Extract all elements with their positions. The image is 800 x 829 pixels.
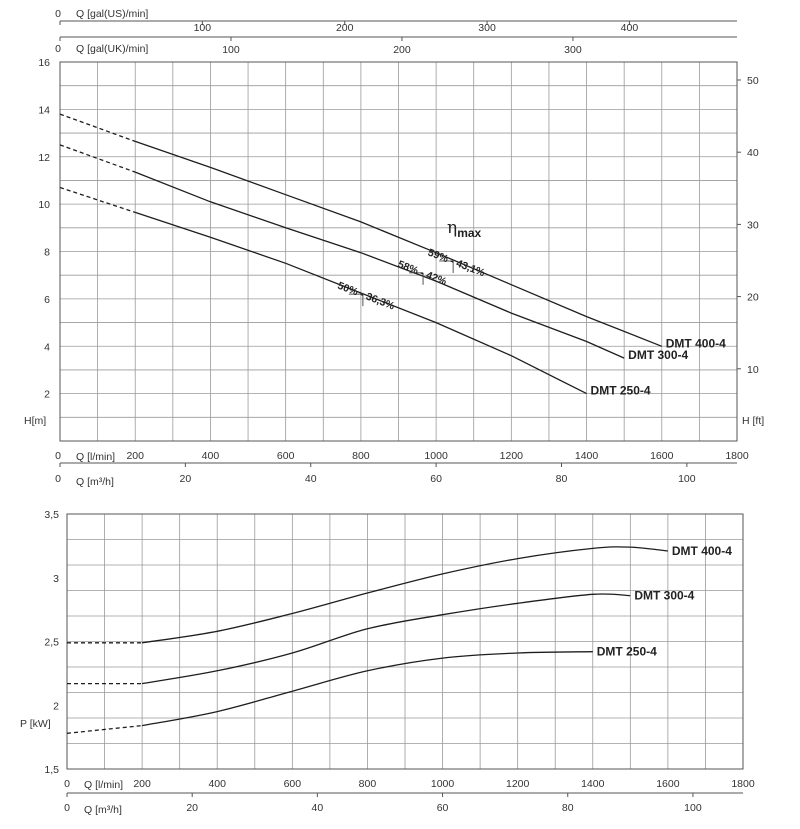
axis-label-m3h: Q [m³/h] — [84, 804, 122, 816]
tick-label-head-ft: 20 — [747, 292, 759, 304]
tick-label-l-min: 1800 — [731, 778, 755, 790]
tick-label-gal-uk: 0 — [55, 43, 61, 55]
tick-label-head-m: 8 — [44, 247, 50, 259]
series-label: DMT 400-4 — [672, 544, 732, 558]
tick-label-power-kw: 2,5 — [44, 637, 59, 649]
tick-label-head-m: 12 — [38, 152, 50, 164]
tick-label-head-ft: 40 — [747, 147, 759, 159]
tick-label-head-m: 14 — [38, 104, 50, 116]
tick-label-m3h: 80 — [562, 802, 574, 814]
series-label: DMT 250-4 — [591, 384, 651, 398]
axis-label-gal-uk: Q [gal(UK)/min] — [76, 43, 148, 55]
tick-label-l-min: 1600 — [656, 778, 680, 790]
axis-label-l-min: Q [l/min] — [76, 451, 115, 463]
axis-label-head-m: H[m] — [24, 415, 46, 427]
series-curve — [141, 593, 631, 685]
tick-label-l-min: 600 — [284, 778, 302, 790]
tick-label-m3h: 60 — [437, 802, 449, 814]
power-flow-chart: 1,522,533,5P [kW]0 200 400 600 800 1000 1200 14… — [20, 509, 755, 816]
curve-extrapolated — [59, 113, 136, 143]
series-label: DMT 400-4 — [666, 336, 726, 350]
tick-label-m3h: 100 — [684, 802, 702, 814]
tick-label-l-min: 400 — [208, 778, 226, 790]
tick-label-head-m: 4 — [44, 341, 50, 353]
curve-extrapolated — [66, 724, 143, 734]
tick-label-power-kw: 2 — [53, 700, 59, 712]
tick-label-l-min: 800 — [359, 778, 377, 790]
axis-label-m3h: Q [m³/h] — [76, 476, 114, 488]
curve-extrapolated — [59, 144, 136, 173]
tick-label-l-min: 1200 — [506, 778, 530, 790]
axis-label-l-min: Q [l/min] — [84, 779, 123, 791]
series-label: DMT 300-4 — [634, 589, 694, 603]
tick-label-gal-uk: 200 — [393, 44, 411, 56]
tick-label-m3h: 100 — [678, 473, 696, 485]
series-curve — [141, 651, 593, 727]
tick-label-m3h: 20 — [186, 802, 198, 814]
series-label: DMT 250-4 — [597, 645, 657, 659]
tick-label-l-min: 200 — [133, 778, 151, 790]
tick-label-power-kw: 3 — [53, 573, 59, 585]
tick-label-head-ft: 10 — [747, 364, 759, 376]
tick-label-gal-us: 0 — [55, 8, 61, 20]
tick-label-l-min: 1800 — [725, 450, 749, 462]
tick-label-head-ft: 30 — [747, 219, 759, 231]
efficiency-label: 50% - 36,3% — [336, 280, 397, 313]
tick-label-gal-us: 300 — [478, 22, 496, 34]
tick-label-power-kw: 1,5 — [44, 764, 59, 776]
tick-label-head-m: 2 — [44, 389, 50, 401]
plot-frame — [66, 513, 744, 770]
plot-frame — [59, 61, 738, 442]
tick-label-m3h: 40 — [312, 802, 324, 814]
series-curve — [142, 546, 668, 644]
tick-label-l-min: 1000 — [431, 778, 455, 790]
tick-label-head-m: 10 — [38, 199, 50, 211]
tick-label-gal-uk: 100 — [222, 44, 240, 56]
tick-label-l-min: 1400 — [575, 450, 599, 462]
tick-label-head-m: 6 — [44, 294, 50, 306]
tick-label-l-min: 0 — [64, 778, 70, 790]
tick-label-gal-us: 200 — [336, 22, 354, 34]
series-curve — [134, 140, 663, 347]
tick-label-l-min: 200 — [126, 450, 144, 462]
tick-label-l-min: 1000 — [424, 450, 448, 462]
series-curve — [134, 171, 625, 359]
tick-label-m3h: 0 — [64, 802, 70, 814]
tick-label-l-min: 400 — [202, 450, 220, 462]
series-label: DMT 300-4 — [628, 348, 688, 362]
series-curve — [134, 211, 587, 395]
tick-label-head-ft: 50 — [747, 75, 759, 87]
axis-label-head-ft: H [ft] — [742, 415, 764, 427]
tick-label-l-min: 1200 — [500, 450, 524, 462]
tick-label-gal-us: 400 — [621, 22, 639, 34]
efficiency-title: ηmax — [447, 218, 482, 240]
tick-label-m3h: 0 — [55, 473, 61, 485]
tick-label-m3h: 20 — [180, 473, 192, 485]
axis-label-gal-us: Q [gal(US)/min] — [76, 8, 148, 20]
tick-label-m3h: 40 — [305, 473, 317, 485]
tick-label-m3h: 60 — [430, 473, 442, 485]
tick-label-l-min: 1400 — [581, 778, 605, 790]
tick-label-l-min: 0 — [55, 450, 61, 462]
tick-label-l-min: 800 — [352, 450, 370, 462]
axis-label-power-kw: P [kW] — [20, 718, 51, 730]
tick-label-head-m: 16 — [38, 57, 50, 69]
tick-label-l-min: 1600 — [650, 450, 674, 462]
tick-label-gal-us: 100 — [194, 22, 212, 34]
tick-label-l-min: 600 — [277, 450, 295, 462]
curve-extrapolated — [59, 186, 136, 214]
tick-label-m3h: 80 — [556, 473, 568, 485]
tick-label-gal-uk: 300 — [564, 44, 582, 56]
tick-label-power-kw: 3,5 — [44, 509, 59, 521]
